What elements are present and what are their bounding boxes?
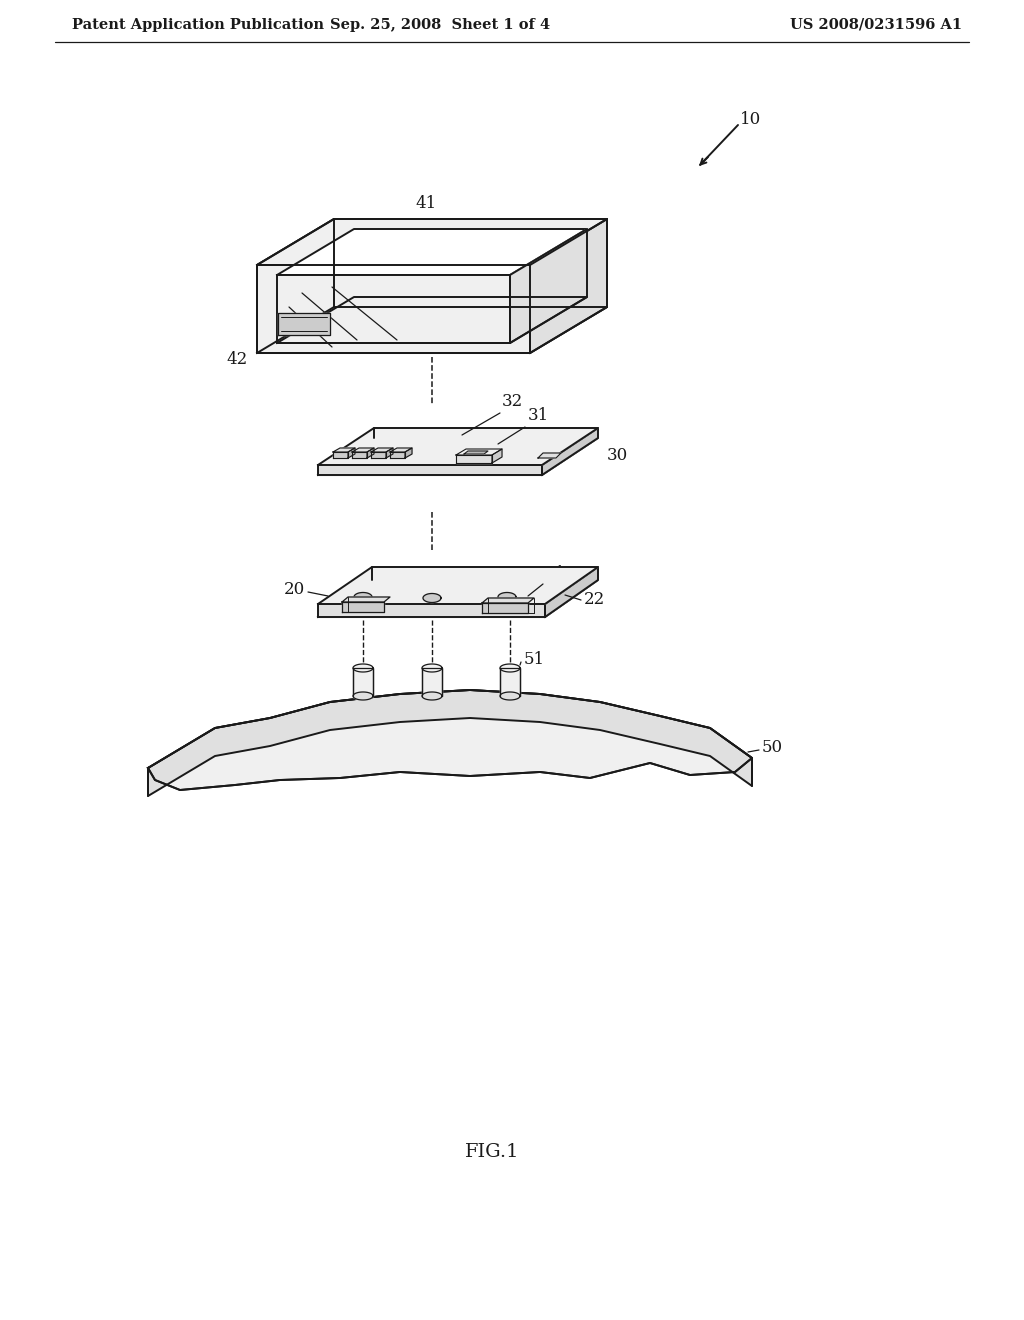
Polygon shape xyxy=(482,598,534,603)
Polygon shape xyxy=(278,297,587,343)
Polygon shape xyxy=(278,275,510,343)
Polygon shape xyxy=(530,219,607,352)
Polygon shape xyxy=(500,664,520,672)
Polygon shape xyxy=(386,447,393,458)
Polygon shape xyxy=(510,228,587,343)
Text: US 2008/0231596 A1: US 2008/0231596 A1 xyxy=(790,18,963,32)
Polygon shape xyxy=(333,447,355,451)
Polygon shape xyxy=(423,594,441,602)
Polygon shape xyxy=(538,453,561,458)
Text: 20: 20 xyxy=(284,582,305,598)
Polygon shape xyxy=(545,568,598,616)
Polygon shape xyxy=(406,447,412,458)
Polygon shape xyxy=(354,593,372,602)
Text: 30: 30 xyxy=(607,447,629,465)
Text: FIG.1: FIG.1 xyxy=(465,1143,519,1162)
Polygon shape xyxy=(498,593,516,602)
Polygon shape xyxy=(482,603,528,612)
Polygon shape xyxy=(278,313,330,335)
Polygon shape xyxy=(464,451,488,454)
Polygon shape xyxy=(352,447,374,451)
Polygon shape xyxy=(278,228,587,275)
Text: 21: 21 xyxy=(545,565,566,582)
Polygon shape xyxy=(348,447,355,458)
Polygon shape xyxy=(148,690,752,789)
Polygon shape xyxy=(422,692,442,700)
Polygon shape xyxy=(257,219,334,352)
Polygon shape xyxy=(318,579,598,616)
Text: 40: 40 xyxy=(548,305,569,322)
Polygon shape xyxy=(390,451,406,458)
Polygon shape xyxy=(371,451,386,458)
Polygon shape xyxy=(492,449,502,463)
Polygon shape xyxy=(371,447,393,451)
Polygon shape xyxy=(390,447,412,451)
Text: 51: 51 xyxy=(524,652,545,668)
Polygon shape xyxy=(333,451,348,458)
Polygon shape xyxy=(342,602,384,612)
Text: Patent Application Publication: Patent Application Publication xyxy=(72,18,324,32)
Text: 10: 10 xyxy=(740,111,761,128)
Polygon shape xyxy=(542,428,598,475)
Polygon shape xyxy=(422,668,442,696)
Polygon shape xyxy=(500,668,520,696)
Polygon shape xyxy=(456,449,502,455)
Polygon shape xyxy=(318,605,545,616)
Text: 32: 32 xyxy=(502,393,523,411)
Polygon shape xyxy=(318,568,598,605)
Polygon shape xyxy=(257,265,530,352)
Polygon shape xyxy=(257,308,607,352)
Polygon shape xyxy=(353,668,373,696)
Polygon shape xyxy=(318,465,542,475)
Polygon shape xyxy=(367,447,374,458)
Polygon shape xyxy=(342,597,390,602)
Polygon shape xyxy=(318,428,598,465)
Polygon shape xyxy=(257,219,607,265)
Text: 42: 42 xyxy=(226,351,248,368)
Polygon shape xyxy=(456,455,492,463)
Polygon shape xyxy=(352,451,367,458)
Text: 41: 41 xyxy=(416,195,436,213)
Polygon shape xyxy=(148,690,752,796)
Polygon shape xyxy=(353,692,373,700)
Polygon shape xyxy=(353,664,373,672)
Polygon shape xyxy=(318,438,598,475)
Text: 31: 31 xyxy=(528,407,549,424)
Polygon shape xyxy=(422,664,442,672)
Text: 50: 50 xyxy=(762,739,783,756)
Text: Sep. 25, 2008  Sheet 1 of 4: Sep. 25, 2008 Sheet 1 of 4 xyxy=(330,18,550,32)
Polygon shape xyxy=(500,692,520,700)
Text: 22: 22 xyxy=(584,591,605,609)
